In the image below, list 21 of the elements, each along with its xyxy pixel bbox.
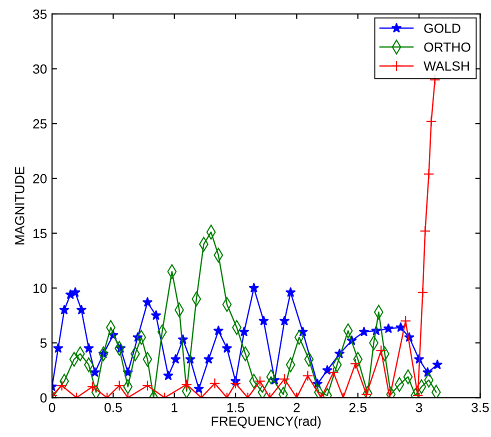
x-tick-label: 2.5 bbox=[349, 402, 366, 412]
y-tick-label: 35 bbox=[33, 10, 47, 19]
x-axis-title: FREQUENCY(rad) bbox=[212, 416, 321, 429]
y-tick-label: 0 bbox=[40, 393, 47, 403]
y-tick-label: 30 bbox=[33, 64, 47, 74]
x-tick-label: 2 bbox=[294, 402, 300, 412]
y-tick-label: 20 bbox=[33, 174, 47, 184]
y-tick-label: 5 bbox=[40, 338, 47, 348]
x-tick-label: 1.5 bbox=[227, 403, 244, 412]
x-tick-label: 3.5 bbox=[472, 402, 489, 412]
legend-label: GOLD bbox=[424, 24, 460, 33]
legend-label: ORTHO bbox=[424, 42, 470, 52]
y-axis-title: MAGNITUDE bbox=[15, 166, 24, 244]
x-tick-label: 1 bbox=[172, 403, 178, 412]
x-tick-label: 0 bbox=[48, 402, 56, 412]
y-tick-label: 25 bbox=[33, 119, 47, 129]
x-tick-label: 3 bbox=[416, 402, 422, 412]
y-tick-label: 15 bbox=[34, 228, 47, 238]
legend-label: WALSH bbox=[424, 61, 469, 71]
y-tick-label: 10 bbox=[34, 284, 47, 293]
x-tick-label: 0.5 bbox=[104, 402, 122, 412]
